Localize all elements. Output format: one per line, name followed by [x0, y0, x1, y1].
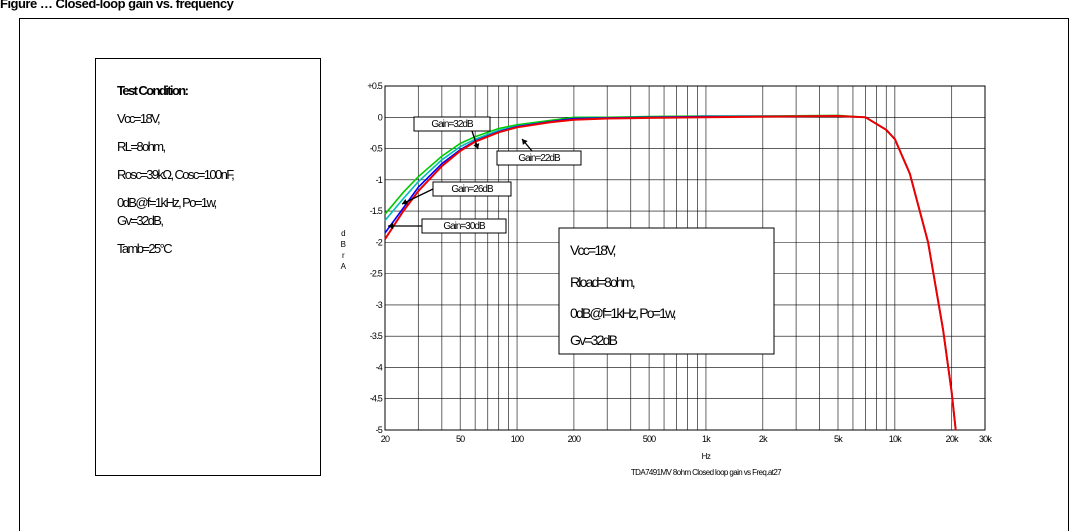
x-tick-label: 2k — [759, 434, 768, 444]
test-condition-line: Tamb=25°C — [117, 241, 173, 256]
annotation-arrow — [401, 188, 434, 205]
x-tick-label: 20 — [381, 434, 390, 444]
y-tick-label: +0.5 — [367, 81, 382, 91]
inset-info-box — [558, 227, 775, 355]
x-tick-label: 1k — [702, 434, 711, 444]
annotation-arrowhead — [473, 143, 480, 149]
annotation-label: Gain=22dB — [518, 153, 561, 164]
test-condition-line: RL=8ohm, — [117, 139, 166, 154]
annotation-box — [496, 150, 582, 166]
y-tick-label: -4.5 — [370, 394, 383, 404]
y-tick-label: -0.5 — [370, 144, 383, 154]
test-condition-line: Gv=32dB, — [117, 213, 164, 228]
chart-caption: TDA7491MV 8ohm Closed loop gain vs Freq.… — [631, 468, 782, 477]
annotation-arrowhead — [388, 222, 394, 230]
annotation-label: Gain=26dB — [451, 184, 494, 195]
y-tick-label: -2 — [376, 237, 383, 247]
test-condition-box: Test Condition: Vcc=18V, RL=8ohm, Rosc=3… — [95, 58, 321, 476]
x-tick-label: 30k — [979, 434, 992, 444]
page-title: Figure … Closed-loop gain vs. frequency — [0, 0, 234, 11]
x-tick-label: 50 — [456, 434, 465, 444]
test-condition-line: 0dB@f=1kHz, Po=1w, — [117, 195, 217, 210]
y-tick-label: -1 — [376, 175, 383, 185]
inset-info-line: Rload=8ohm, — [570, 274, 635, 290]
annotation-arrowhead — [522, 139, 528, 145]
x-tick-label: 10k — [889, 434, 902, 444]
y-tick-label: -4 — [376, 362, 383, 372]
annotation-label: Gain=32dB — [431, 119, 474, 130]
x-tick-label: 500 — [643, 434, 656, 444]
x-tick-label: 100 — [511, 434, 524, 444]
annotation-box — [413, 116, 491, 132]
y-tick-label: -3.5 — [370, 331, 383, 341]
y-tick-label: -5 — [376, 425, 383, 435]
y-tick-label: -3 — [376, 300, 383, 310]
test-condition-line: Vcc=18V, — [117, 111, 161, 126]
y-tick-label: -1.5 — [370, 206, 383, 216]
figure-frame — [19, 18, 1069, 531]
annotation-arrowhead — [402, 198, 408, 205]
plot-border — [384, 85, 986, 431]
inset-info-line: Gv=32dB — [570, 332, 618, 348]
x-axis-label: Hz — [702, 452, 711, 461]
x-tick-label: 20k — [946, 434, 959, 444]
y-tick-label: 0 — [378, 112, 383, 122]
test-condition-heading: Test Condition: — [117, 83, 189, 98]
x-tick-label: 200 — [568, 434, 581, 444]
series-line — [384, 114, 957, 431]
inset-info-line: 0dB@f=1kHz, Po=1w, — [570, 305, 676, 321]
x-tick-label: 5k — [834, 434, 843, 444]
y-tick-label: -2.5 — [370, 269, 383, 279]
inset-info-line: Vcc=18V, — [570, 242, 616, 258]
test-condition-line: Rosc=39kΩ, Cosc=100nF, — [117, 167, 235, 182]
annotation-label: Gain=30dB — [443, 221, 486, 232]
